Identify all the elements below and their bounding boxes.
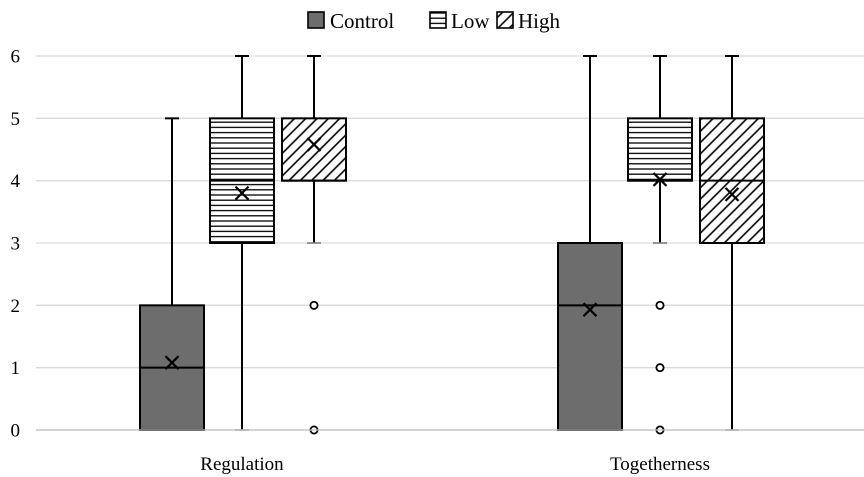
mean-marker <box>724 187 740 202</box>
mean-marker <box>652 172 668 187</box>
legend-swatch <box>496 11 514 29</box>
outlier-point <box>655 363 665 373</box>
legend-item-low: Low <box>429 9 490 33</box>
y-tick-label-0: 0 <box>11 421 21 442</box>
plot-area <box>139 55 765 435</box>
legend-swatch <box>429 11 447 29</box>
x-axis: Regulation Togetherness <box>36 429 864 475</box>
box-low-togetherness <box>627 55 693 435</box>
box-control-regulation <box>139 117 205 432</box>
x-category-label-regulation: Regulation <box>200 454 284 475</box>
box-body <box>557 242 623 431</box>
mean-marker <box>306 137 322 152</box>
y-tick-label-2: 2 <box>11 296 21 317</box>
box-high-regulation <box>281 55 347 435</box>
box-body <box>627 117 693 182</box>
legend-item-high: High <box>496 9 561 33</box>
box-control-togetherness <box>557 55 623 431</box>
y-tick-label-5: 5 <box>11 109 21 130</box>
y-tick-label-6: 6 <box>11 47 21 68</box>
x-category-label-togetherness: Togetherness <box>610 454 710 475</box>
mean-marker <box>164 355 180 370</box>
legend: Control Low High <box>307 9 561 33</box>
legend-label: High <box>518 9 561 33</box>
y-axis: 0 1 2 3 4 5 6 <box>11 47 21 442</box>
legend-item-control: Control <box>307 9 394 33</box>
box-body <box>281 117 347 182</box>
outlier-point <box>655 300 665 310</box>
box-low-regulation <box>209 55 275 431</box>
y-tick-label-1: 1 <box>11 358 21 379</box>
y-tick-label-3: 3 <box>11 234 21 255</box>
outlier-point <box>309 300 319 310</box>
legend-label: Control <box>330 9 394 33</box>
mean-marker <box>582 302 598 317</box>
box-high-togetherness <box>699 55 765 431</box>
legend-label: Low <box>451 9 490 33</box>
y-tick-label-4: 4 <box>11 171 21 192</box>
legend-swatch <box>307 11 325 29</box>
mean-marker <box>234 185 250 201</box>
